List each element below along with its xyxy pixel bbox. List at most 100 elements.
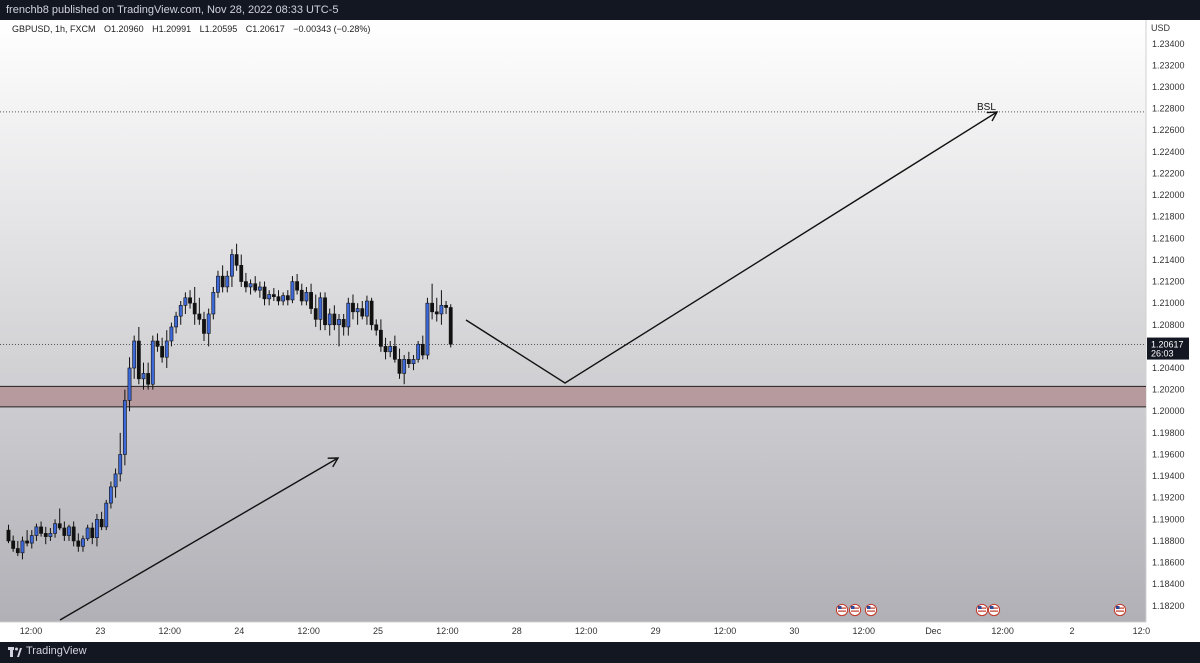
candle-body — [81, 538, 85, 547]
candle-body — [271, 294, 276, 297]
candle-body — [43, 533, 48, 537]
candle-body — [448, 307, 453, 345]
tradingview-brand: TradingView — [26, 645, 87, 657]
ohlc-legend: GBPUSD, 1h, FXCM O1.20960 H1.20991 L1.20… — [12, 24, 370, 34]
chart-area[interactable]: USD GBPUSD, 1h, FXCM O1.20960 H1.20991 L… — [0, 20, 1200, 642]
candle-body — [136, 340, 141, 380]
price-tick-label: 1.20000 — [1152, 406, 1185, 416]
price-tick-label: 1.19200 — [1152, 493, 1185, 503]
candle-body — [244, 281, 248, 288]
candle-body — [444, 305, 448, 308]
price-tick-label: 1.19600 — [1152, 449, 1185, 459]
candle-body — [104, 502, 109, 528]
price-chart[interactable]: USD GBPUSD, 1h, FXCM O1.20960 H1.20991 L… — [0, 20, 1200, 642]
price-tick-label: 1.23400 — [1152, 39, 1185, 49]
candle-body — [197, 313, 202, 320]
price-tick-label: 1.18400 — [1152, 579, 1185, 589]
candle-body — [281, 295, 286, 302]
candle-body — [378, 329, 383, 347]
candle-body — [109, 486, 113, 504]
time-tick-label: 12:00 — [159, 626, 182, 636]
price-tick-label: 1.22800 — [1152, 104, 1185, 114]
candle-body — [62, 527, 67, 536]
candle-body — [188, 297, 192, 304]
candle-body — [225, 275, 230, 288]
candle-body — [202, 319, 206, 334]
legend-high: H1.20991 — [152, 24, 191, 34]
time-axis[interactable]: 12:00 23 12:00 24 12:00 25 12:00 28 12:00 29 12:00… — [20, 626, 1150, 636]
candle-body — [57, 523, 62, 529]
time-tick-label: 12:00 — [20, 626, 43, 636]
candle-body — [141, 373, 146, 380]
candle-body — [411, 359, 416, 364]
price-tick-label: 1.19800 — [1152, 428, 1185, 438]
last-price-value: 1.20617 — [1151, 340, 1184, 350]
candle-body — [160, 346, 165, 358]
candle-body — [39, 526, 43, 534]
candle-body — [439, 305, 444, 315]
price-tick-label: 1.22000 — [1152, 190, 1185, 200]
legend-change: −0.00343 (−0.28%) — [293, 24, 370, 34]
price-tick-label: 1.18600 — [1152, 558, 1185, 568]
candle-body — [323, 297, 327, 326]
candle-body — [95, 519, 99, 538]
projection-path-arrow[interactable] — [465, 111, 999, 384]
price-tick-label: 1.18800 — [1152, 536, 1185, 546]
time-tick-label: 12:00 — [436, 626, 459, 636]
candle-body — [169, 326, 174, 342]
legend-open: O1.20960 — [104, 24, 144, 34]
time-tick-label: 12:00 — [575, 626, 598, 636]
candle-body — [183, 297, 188, 306]
legend-close: C1.20617 — [246, 24, 285, 34]
us-flag-event-icon — [1113, 603, 1127, 617]
us-flag-event-icon — [835, 603, 849, 617]
price-axis[interactable]: 1.23400 1.23200 1.23000 1.22800 1.22600 1.224… — [1152, 39, 1185, 611]
candle-body — [248, 283, 253, 288]
price-tick-label: 1.22400 — [1152, 147, 1185, 157]
candle-body — [76, 540, 81, 547]
candle-body — [127, 367, 132, 401]
candle-body — [295, 281, 300, 291]
candle-body — [230, 254, 234, 277]
us-flag-event-icon — [987, 603, 1001, 617]
price-axis-background — [1146, 20, 1200, 622]
candle-body — [113, 473, 118, 488]
candle-body — [402, 359, 407, 374]
candle-body — [25, 540, 30, 544]
candle-body — [122, 400, 127, 455]
candle-body — [355, 308, 360, 313]
candle-body — [406, 359, 411, 364]
footer-bar: TradingView — [0, 642, 1200, 663]
candle-body — [332, 313, 337, 326]
candle-body — [164, 340, 169, 358]
candle-body — [29, 535, 34, 544]
bar-countdown: 26:03 — [1151, 349, 1174, 359]
candle-body — [67, 526, 71, 536]
candle-body — [15, 548, 20, 554]
event-flags — [835, 603, 1127, 617]
legend-low: L1.20595 — [200, 24, 238, 34]
candle-body — [85, 527, 90, 540]
candle-body — [239, 265, 244, 282]
candle-body — [397, 359, 402, 374]
candle-body — [313, 308, 318, 320]
candle-body — [34, 526, 39, 536]
candle-body — [253, 283, 258, 291]
time-tick-label: 12:00 — [991, 626, 1014, 636]
tradingview-logo-icon — [8, 647, 22, 657]
candle-body — [276, 296, 281, 302]
publish-info-bar: frenchb8 published on TradingView.com, N… — [0, 0, 1200, 20]
demand-zone[interactable] — [0, 386, 1146, 407]
candle-body — [351, 302, 355, 313]
candle-body — [262, 286, 267, 300]
drawings-group[interactable]: BSL — [59, 102, 999, 621]
trend-arrow-lower[interactable] — [59, 457, 340, 621]
bsl-label: BSL — [977, 102, 996, 113]
candle-body — [346, 302, 351, 328]
candle-body — [360, 308, 365, 317]
time-axis-background — [0, 622, 1200, 642]
time-tick-label: Dec — [925, 626, 942, 636]
candle-body — [318, 297, 323, 320]
us-flag-event-icon — [864, 603, 878, 617]
candle-body — [434, 311, 439, 315]
